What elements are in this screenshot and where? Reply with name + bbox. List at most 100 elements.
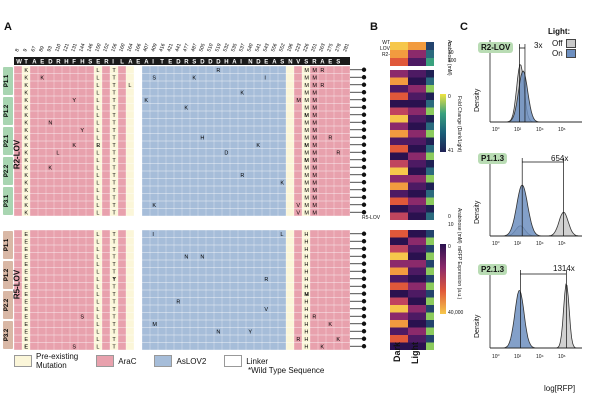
mutation-residue: K [256, 143, 260, 149]
scale-top-title: Arabinose (mM) [446, 40, 452, 76]
col-annotation: T [112, 270, 116, 276]
fold-colorbar [440, 94, 446, 152]
col-annotation: T [112, 315, 116, 321]
heatmap-fold-cell [426, 85, 434, 93]
col-annotation: K [24, 151, 28, 157]
heatmap-fold-cell [426, 327, 434, 335]
heatmap-cell [390, 152, 408, 160]
heatmap-cell [408, 122, 426, 130]
heatmap-fold-cell [426, 205, 434, 213]
row-group-box [3, 187, 13, 215]
col-annotation: E [24, 330, 28, 336]
col-annotation: T [112, 232, 116, 238]
wt-residue: A [128, 59, 133, 65]
col-annotation: M [312, 68, 317, 74]
col-annotation: K [24, 211, 28, 217]
heatmap-cell [408, 320, 426, 328]
wt-residue: H [224, 59, 228, 65]
col-annotation: M [312, 76, 317, 82]
mutation-residue: K [48, 166, 52, 172]
col-header-number: 556 [270, 43, 279, 53]
mutation-residue: R [320, 83, 324, 89]
col-annotation: L [96, 315, 99, 321]
col-annotation: M [312, 143, 317, 149]
heatmap-fold-cell [426, 137, 434, 145]
matrix-grid [13, 65, 351, 351]
col-annotation: M [312, 83, 317, 89]
heatmap-cell [390, 252, 408, 260]
col-annotation: E [24, 262, 28, 268]
col-header-number: 164 [126, 43, 135, 53]
col-annotation: M [304, 173, 309, 179]
heatmap-cell [408, 260, 426, 268]
heatmap-cell [408, 152, 426, 160]
col-annotation: T [112, 143, 116, 149]
heatmap-fold-cell [426, 335, 434, 343]
lollipop-dot [361, 135, 367, 140]
c-legend-off: Off [552, 39, 576, 48]
heatmap-cell [390, 282, 408, 290]
heatmap-cell [408, 115, 426, 123]
ylabel-0: Density [474, 88, 481, 112]
heatmap-fold-cell [426, 260, 434, 268]
heatmap-cell [408, 92, 426, 100]
col-annotation: L [96, 255, 99, 261]
lollipop-dot [361, 276, 367, 281]
wt-residue: N [248, 59, 252, 65]
col-annotation: H [304, 345, 308, 351]
col-annotation: L [96, 285, 99, 291]
xtick-1-1: 10² [514, 241, 522, 247]
xtick-1-3: 10⁶ [558, 241, 566, 247]
mutation-residue: R [296, 337, 300, 343]
panel-c-plots [489, 40, 582, 349]
col-annotation: H [304, 270, 308, 276]
col-annotation: H [304, 300, 308, 306]
mutation-residue: R [312, 315, 316, 321]
col-annotation: E [24, 240, 28, 246]
col-annotation: M [312, 151, 317, 157]
heatmap-cell [390, 42, 408, 50]
heatmap-fold-cell [426, 275, 434, 283]
col-header-number: 477 [182, 43, 191, 53]
c-legend-on-swatch [565, 49, 576, 58]
lollipop-dot [361, 75, 367, 80]
heatmap-fold-cell [426, 305, 434, 313]
row-group-label: P1.2 [4, 268, 10, 281]
col-annotation: E [24, 337, 28, 343]
col-annotation: T [112, 255, 116, 261]
heatmap-cell [390, 342, 408, 350]
heatmap-cell [408, 175, 426, 183]
heatmap-cell [390, 275, 408, 283]
col-annotation: L [96, 292, 99, 298]
col-annotation: M [312, 181, 317, 187]
heatmap-cell [408, 100, 426, 108]
col-header-number: 146 [86, 43, 95, 53]
col-annotation: L [96, 173, 99, 179]
density-off [490, 211, 582, 237]
col-annotation: T [112, 196, 116, 202]
density-on [490, 70, 582, 123]
heatmap-cell [390, 100, 408, 108]
heatmap-fold-cell [426, 92, 434, 100]
col-annotation: K [24, 68, 28, 74]
heatmap-fold-cell [426, 77, 434, 85]
col-annotation: K [24, 203, 28, 209]
mutation-residue: Y [72, 98, 76, 104]
scale-top-tick0: 0 [448, 42, 451, 48]
lollipop-dot [361, 254, 367, 259]
col-annotation: L [96, 83, 99, 89]
col-annotation: M [304, 121, 309, 127]
col-annotation: M [312, 196, 317, 202]
col-annotation: L [96, 91, 99, 97]
col-header-number: 278 [334, 43, 343, 53]
col-annotation: K [24, 76, 28, 82]
heatmap-fold-cell [426, 237, 434, 245]
col-annotation: K [24, 83, 28, 89]
mutation-residue: N [200, 255, 204, 261]
heatmap-fold-cell [426, 190, 434, 198]
panel-label-a: A [4, 21, 12, 33]
heatmap-fold-cell [426, 167, 434, 175]
col-header-number: 441 [174, 43, 183, 53]
col-annotation: M [312, 106, 317, 112]
col-annotation: K [24, 128, 28, 134]
